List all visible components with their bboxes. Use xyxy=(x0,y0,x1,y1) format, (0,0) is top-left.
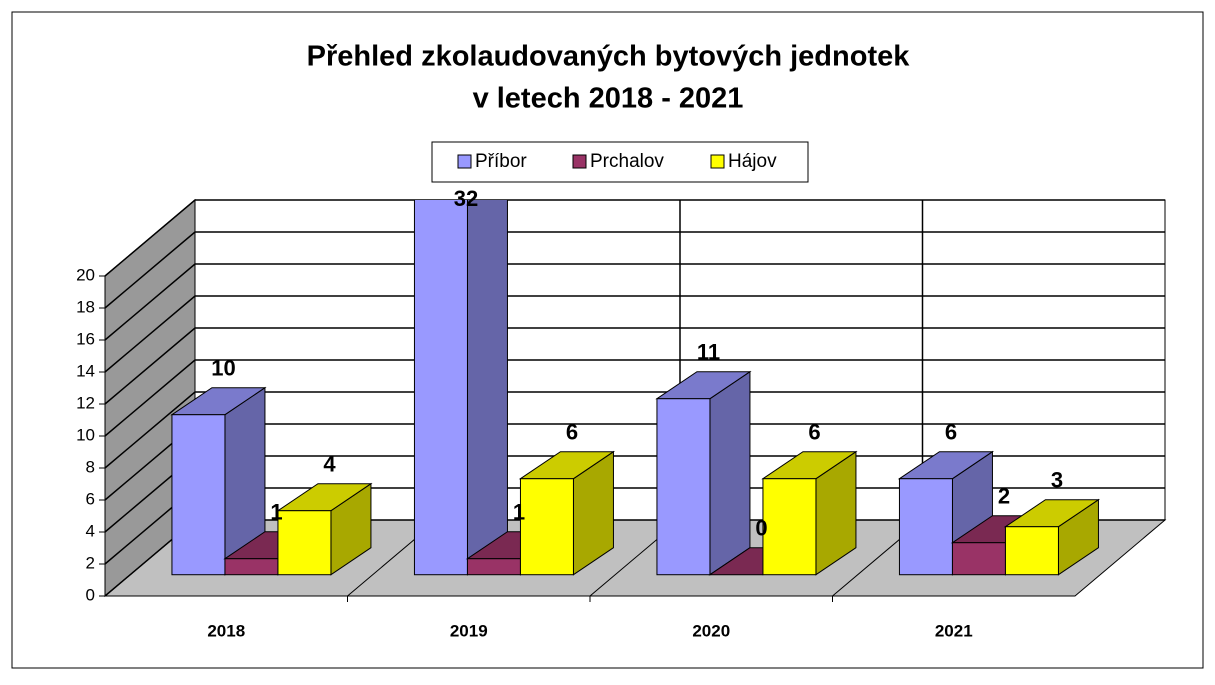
bar xyxy=(276,482,373,576)
y-tick-label: 6 xyxy=(86,489,95,508)
value-label: 3 xyxy=(1051,468,1063,493)
y-tick-label: 0 xyxy=(86,585,95,604)
y-tick-label: 10 xyxy=(76,425,95,444)
bar xyxy=(170,386,267,576)
x-tick-label: 2019 xyxy=(450,621,488,640)
bar-front xyxy=(224,558,279,576)
legend-swatch xyxy=(457,154,472,169)
bar-front xyxy=(413,200,468,576)
value-label: 1 xyxy=(270,500,282,525)
bar xyxy=(518,450,616,576)
chart-title: Přehled zkolaudovaných bytových jednotek xyxy=(307,41,911,73)
bar xyxy=(1003,498,1101,576)
value-label: 1 xyxy=(513,500,525,525)
bar-front xyxy=(519,478,574,576)
legend xyxy=(431,141,809,183)
grid-line xyxy=(104,295,1165,373)
bar-front xyxy=(762,478,817,576)
grid-line xyxy=(104,327,1165,405)
bar-front xyxy=(951,542,1006,576)
value-label: 6 xyxy=(566,420,578,445)
bar xyxy=(761,450,858,576)
y-tick-label: 2 xyxy=(86,553,95,572)
legend-swatch xyxy=(572,154,587,169)
y-tick-label: 20 xyxy=(76,265,95,284)
grid-line xyxy=(104,391,1165,469)
bar-front xyxy=(1004,526,1059,576)
y-tick-label: 12 xyxy=(76,393,95,412)
value-label: 32 xyxy=(454,186,478,211)
value-labels: 10 1 4 32 1 6 11 0 6 6 2 3 xyxy=(211,186,1063,541)
value-label: 6 xyxy=(945,420,957,445)
y-tick-label: 8 xyxy=(86,457,95,476)
grid-line xyxy=(104,359,1165,437)
value-label: 6 xyxy=(808,420,820,445)
bar-front xyxy=(466,558,521,576)
y-tick-label: 16 xyxy=(76,329,95,348)
value-label: 0 xyxy=(755,516,767,541)
y-tick-label: 14 xyxy=(76,361,95,380)
chart-title: v letech 2018 - 2021 xyxy=(473,83,744,115)
x-tick-label: 2020 xyxy=(692,621,730,640)
value-label: 10 xyxy=(211,356,235,381)
bar-front xyxy=(898,478,953,576)
y-tick-label: 4 xyxy=(86,521,95,540)
bar-front xyxy=(171,414,226,576)
bars xyxy=(170,200,1101,576)
legend-swatch xyxy=(710,154,725,169)
grid-line xyxy=(104,199,1165,277)
grid-line xyxy=(104,263,1165,341)
x-tick-label: 2018 xyxy=(207,621,245,640)
value-label: 2 xyxy=(998,484,1010,509)
bar xyxy=(413,200,508,576)
bar-front xyxy=(277,510,332,576)
bar xyxy=(655,370,752,576)
bar-front xyxy=(656,398,711,576)
x-tick-label: 2021 xyxy=(935,621,973,640)
grid-line xyxy=(104,231,1165,309)
legend-label: Příbor xyxy=(475,151,527,172)
value-label: 11 xyxy=(697,340,720,365)
bar-side xyxy=(709,370,751,576)
value-label: 4 xyxy=(323,452,336,477)
legend-label: Prchalov xyxy=(590,151,664,172)
legend-label: Hájov xyxy=(728,151,777,172)
y-tick-label: 18 xyxy=(76,297,95,316)
